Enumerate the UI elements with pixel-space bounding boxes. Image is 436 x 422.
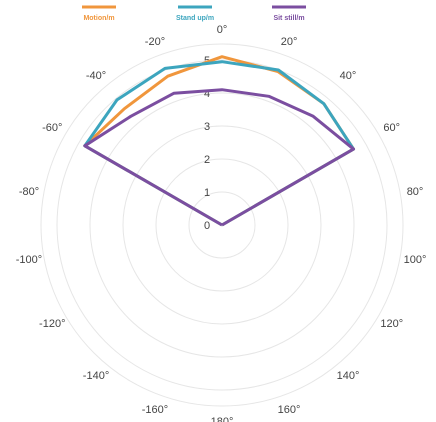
angle-label-60: 60° xyxy=(383,122,400,134)
grid-circle-3 xyxy=(122,125,322,325)
angle-label-neg80: -80° xyxy=(19,186,39,198)
legend-label-motion-m: Motion/m xyxy=(83,15,114,22)
angle-labels: 0° 20° 40° 60° 80° 100° 120° 140° 160° 180° -160° -… xyxy=(16,24,427,422)
angle-label-180: 180° xyxy=(211,416,234,422)
legend: Motion/m Stand up/m Sit still/m xyxy=(82,5,306,22)
angle-label-neg20: -20° xyxy=(145,36,165,48)
angle-label-160: 160° xyxy=(278,404,301,416)
radial-tick-2: 2 xyxy=(204,154,210,166)
legend-label-sit-still-m: Sit still/m xyxy=(273,15,304,22)
radial-grid xyxy=(40,43,404,407)
radial-tick-0: 0 xyxy=(204,220,210,232)
angle-label-80: 80° xyxy=(407,186,424,198)
legend-item-sit-still-m: Sit still/m xyxy=(272,5,306,22)
angle-label-20: 20° xyxy=(281,36,298,48)
angle-label-neg160: -160° xyxy=(142,404,168,416)
angle-label-40: 40° xyxy=(340,70,357,82)
angle-label-neg140: -140° xyxy=(83,370,109,382)
angle-label-neg100: -100° xyxy=(16,254,42,266)
angle-label-120: 120° xyxy=(380,318,403,330)
angle-label-neg120: -120° xyxy=(39,318,65,330)
series-line-sit-still-m xyxy=(83,88,355,227)
series-line-stand-up-m xyxy=(83,60,355,227)
radial-tick-3: 3 xyxy=(204,121,210,133)
grid-circle-outer xyxy=(40,43,404,407)
radial-tick-4: 4 xyxy=(204,88,210,100)
legend-label-stand-up-m: Stand up/m xyxy=(176,15,214,22)
grid-circle-4 xyxy=(89,92,355,358)
series-lines xyxy=(83,55,355,227)
angle-label-0: 0° xyxy=(217,24,228,36)
grid-circle-1 xyxy=(188,191,256,259)
angle-label-neg60: -60° xyxy=(42,122,62,134)
grid-circle-2 xyxy=(155,158,289,292)
legend-item-stand-up-m: Stand up/m xyxy=(176,5,214,22)
series-line-motion-m xyxy=(83,55,355,227)
grid-circle-5 xyxy=(56,59,388,391)
radial-tick-1: 1 xyxy=(204,187,210,199)
angle-label-neg40: -40° xyxy=(86,70,106,82)
legend-item-motion-m: Motion/m xyxy=(82,5,116,22)
angle-label-140: 140° xyxy=(337,370,360,382)
angle-label-100: 100° xyxy=(404,254,427,266)
